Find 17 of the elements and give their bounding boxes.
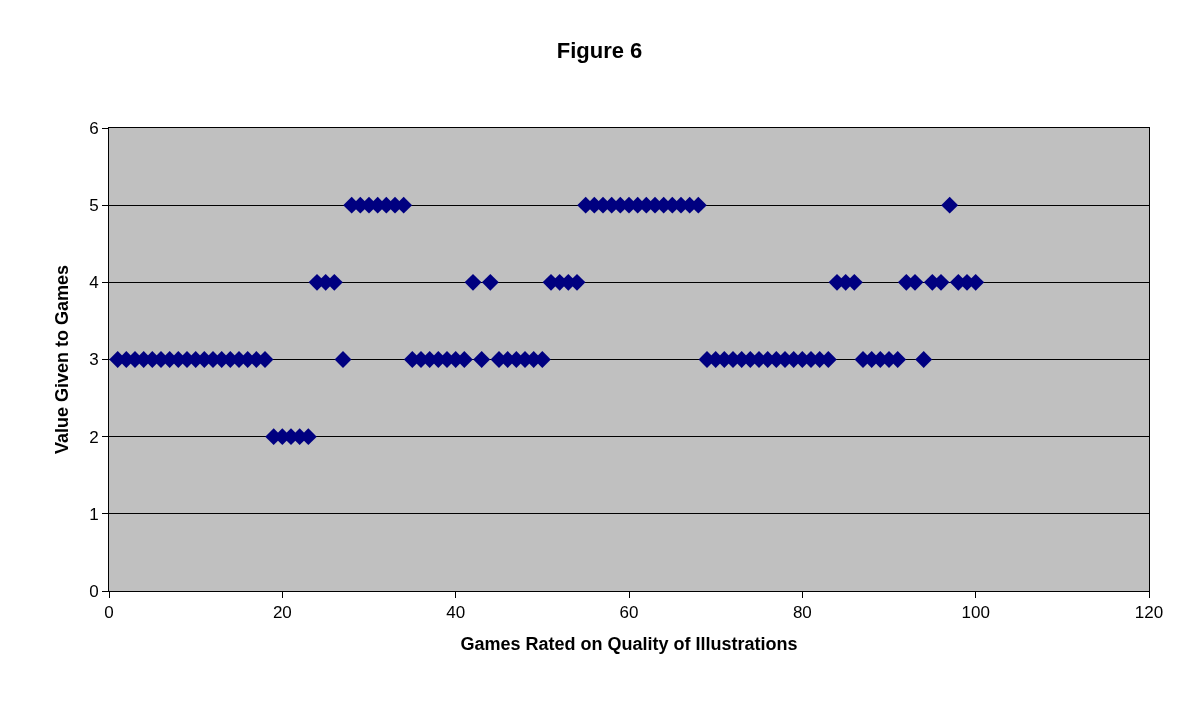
y-tick-label: 2 <box>89 427 99 447</box>
x-tick-label: 80 <box>792 603 812 623</box>
x-tick-label: 0 <box>104 603 114 623</box>
x-tick-label: 120 <box>1134 603 1164 623</box>
x-tick-label: 60 <box>619 603 639 623</box>
x-axis-title: Games Rated on Quality of Illustrations <box>460 633 798 654</box>
y-tick-label: 0 <box>89 581 99 601</box>
y-tick-label: 4 <box>89 273 99 293</box>
x-tick-label: 40 <box>446 603 466 623</box>
y-tick-label: 1 <box>89 504 99 524</box>
chart-title: Figure 6 <box>556 37 643 63</box>
x-tick-label: 100 <box>961 603 990 623</box>
y-tick-label: 5 <box>89 196 99 216</box>
y-tick-label: 6 <box>89 118 99 138</box>
y-tick-label: 3 <box>89 350 99 370</box>
x-tick-label: 20 <box>272 603 292 623</box>
y-axis-title: Value Given to Games <box>52 264 73 455</box>
